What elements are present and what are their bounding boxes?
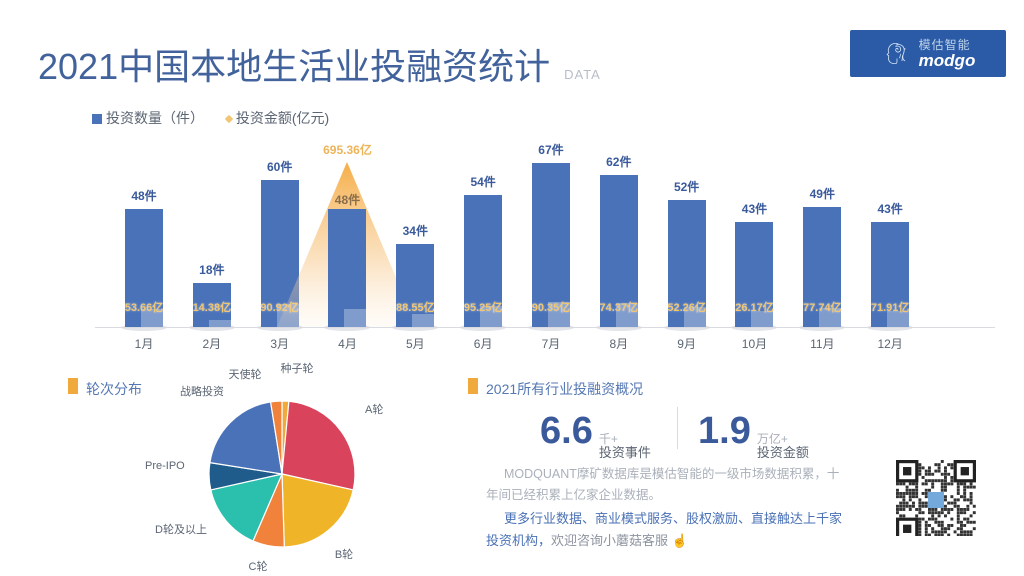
svg-text:战略投资: 战略投资 — [180, 384, 224, 398]
svg-text:B轮: B轮 — [335, 547, 353, 561]
svg-text:Pre-IPO: Pre-IPO — [145, 460, 185, 472]
svg-text:C轮: C轮 — [249, 559, 268, 573]
svg-text:天使轮: 天使轮 — [229, 367, 262, 381]
svg-text:种子轮: 种子轮 — [281, 361, 314, 375]
svg-text:D轮及以上: D轮及以上 — [155, 522, 207, 536]
svg-text:A轮: A轮 — [365, 402, 383, 416]
